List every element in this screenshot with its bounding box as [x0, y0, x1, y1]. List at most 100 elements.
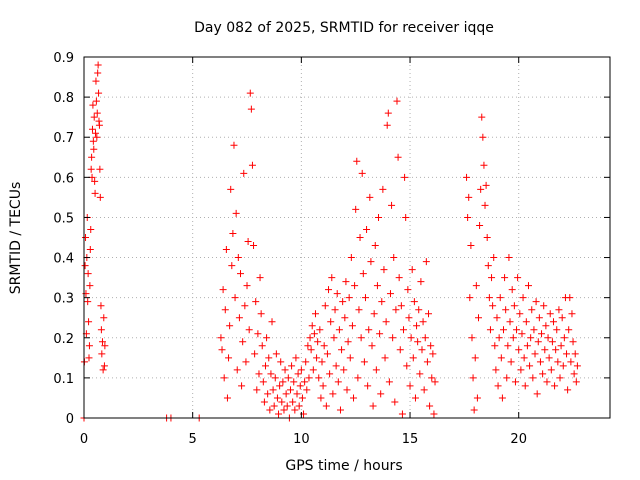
data-point: [505, 254, 513, 262]
data-point: [217, 334, 225, 342]
data-point: [265, 354, 273, 362]
data-point: [567, 358, 575, 366]
data-point: [379, 185, 387, 193]
data-points: [80, 61, 581, 422]
data-point: [100, 362, 108, 370]
data-point: [260, 398, 268, 406]
data-point: [402, 213, 410, 221]
data-point: [563, 350, 571, 358]
data-point: [475, 314, 482, 322]
data-point: [496, 294, 504, 302]
data-point: [532, 298, 540, 306]
data-point: [258, 342, 266, 350]
data-point: [467, 242, 475, 250]
data-point: [556, 374, 564, 382]
data-point: [405, 314, 413, 322]
data-point: [84, 298, 92, 306]
data-point: [363, 225, 371, 233]
data-point: [331, 306, 339, 314]
data-point: [93, 133, 101, 141]
data-point: [382, 318, 390, 326]
data-point: [471, 354, 479, 362]
data-point: [82, 234, 90, 241]
data-point: [549, 318, 557, 326]
data-point: [377, 390, 385, 398]
x-tick-label: 15: [402, 432, 419, 447]
data-point: [360, 358, 368, 366]
data-point: [464, 213, 472, 221]
data-point: [315, 374, 323, 382]
data-point: [466, 294, 474, 302]
data-point: [416, 370, 424, 378]
data-point: [541, 346, 549, 354]
data-point: [335, 326, 343, 334]
data-point: [101, 342, 109, 350]
data-point: [86, 282, 94, 290]
data-point: [367, 258, 375, 266]
data-point: [238, 382, 246, 390]
data-point: [309, 366, 317, 374]
data-point: [88, 153, 96, 161]
data-point: [298, 394, 306, 402]
data-point: [220, 374, 228, 382]
data-point: [99, 366, 107, 374]
data-point: [383, 121, 391, 129]
data-point: [283, 402, 291, 410]
data-point: [328, 274, 336, 282]
data-point: [264, 390, 272, 398]
data-point: [336, 406, 344, 414]
data-point: [533, 390, 541, 398]
data-point: [499, 326, 507, 334]
data-point: [571, 350, 579, 358]
data-point: [356, 234, 364, 241]
data-point: [535, 314, 543, 322]
data-point: [97, 302, 105, 310]
data-point: [521, 382, 529, 390]
y-tick-label: 0.4: [53, 252, 74, 267]
data-point: [85, 318, 93, 326]
data-point: [364, 382, 372, 390]
data-point: [506, 318, 514, 326]
data-point: [463, 173, 471, 181]
data-point: [307, 346, 315, 354]
data-point: [317, 394, 325, 402]
data-point: [381, 354, 389, 362]
data-point: [426, 402, 434, 410]
data-point: [568, 310, 576, 318]
data-point: [558, 314, 566, 322]
data-point: [397, 302, 405, 310]
data-point: [401, 173, 409, 181]
data-point: [352, 205, 360, 213]
data-point: [465, 193, 473, 201]
y-tick-label: 0.7: [53, 131, 74, 146]
data-point: [431, 378, 439, 386]
data-point: [376, 330, 384, 338]
data-point: [515, 346, 523, 354]
data-point: [375, 213, 383, 221]
data-point: [482, 181, 490, 189]
data-point: [429, 350, 437, 358]
y-tick-label: 0.8: [53, 91, 74, 106]
data-point: [221, 306, 229, 314]
data-point: [236, 270, 244, 278]
data-point: [263, 334, 271, 342]
data-point: [479, 133, 487, 141]
data-point: [540, 302, 548, 310]
data-point: [282, 390, 290, 398]
data-point: [267, 370, 275, 378]
data-point: [407, 334, 415, 342]
data-point: [276, 382, 284, 390]
data-point: [414, 338, 422, 346]
data-point: [470, 406, 478, 414]
data-point: [495, 334, 503, 342]
data-point: [316, 326, 324, 334]
data-point: [389, 334, 397, 342]
data-point: [422, 258, 430, 266]
data-point: [243, 282, 251, 290]
data-point: [255, 370, 263, 378]
data-point: [321, 302, 329, 310]
chart-title: Day 082 of 2025, SRMTID for receiver iqq…: [194, 20, 494, 36]
data-point: [511, 378, 519, 386]
y-tick-label: 0.6: [53, 171, 74, 186]
data-point: [406, 382, 414, 390]
